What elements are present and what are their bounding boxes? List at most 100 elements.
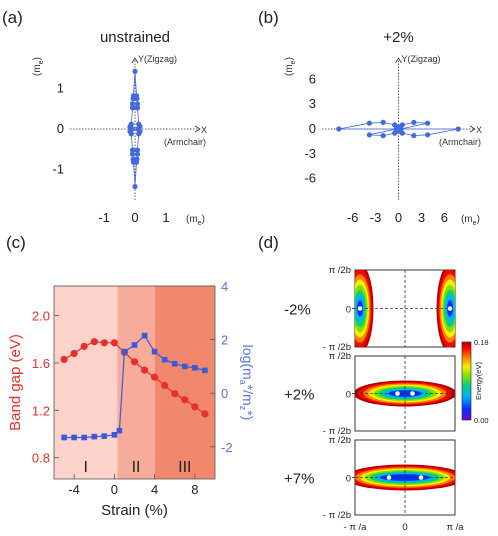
- region-label: III: [178, 459, 191, 476]
- k-y-tick-label: π /2b: [329, 351, 351, 362]
- data-point: [136, 131, 142, 137]
- data-point: [134, 101, 141, 107]
- band-gap-point: [110, 339, 118, 347]
- strain-label: +2%: [284, 387, 314, 404]
- mass-ratio-point: [116, 427, 123, 434]
- valley-point: [418, 475, 424, 480]
- band-gap-point: [191, 403, 199, 411]
- y-left-tick-label: 2.0: [32, 309, 50, 324]
- y-right-tick-label: 2: [221, 333, 228, 348]
- y-left-tick-label: 1.6: [32, 356, 50, 371]
- y-axis-label: Y(Zigzag): [402, 54, 441, 64]
- k-x-tick-label: 0: [402, 522, 407, 533]
- y-unit-label: (me): [284, 57, 297, 76]
- k-y-tick-label: π /2b: [329, 435, 351, 446]
- y-unit-label: (me): [32, 57, 45, 76]
- region-label: I: [83, 459, 87, 476]
- y-left-tick-label: 1.2: [32, 403, 50, 418]
- band-gap-point: [60, 355, 68, 363]
- colorbar-tick-label: 0.18: [474, 338, 489, 347]
- y-tick-label: -3: [304, 146, 316, 161]
- k-x-tick-label: - π /a: [344, 522, 368, 533]
- y-tick-label: 6: [309, 71, 316, 86]
- x-axis-label: X: [476, 125, 482, 135]
- mass-ratio-point: [81, 434, 87, 441]
- data-point: [134, 96, 140, 102]
- data-point: [380, 133, 386, 139]
- strain-region-1: [54, 286, 118, 479]
- data-point: [134, 105, 141, 111]
- x-tick-label: -4: [68, 482, 80, 497]
- data-point: [133, 159, 140, 165]
- band-gap-point: [201, 410, 209, 418]
- colorbar: [461, 341, 472, 421]
- k-x-tick-label: π /a: [446, 522, 464, 533]
- x-tick-label: 8: [191, 482, 198, 497]
- y-axis-label: Y(Zigzag): [138, 54, 177, 64]
- x-axis-title: Strain (%): [101, 502, 168, 519]
- k-y-tick-label: 0: [346, 305, 351, 316]
- x-unit-label: (me): [186, 214, 205, 227]
- mass-ratio-point: [151, 348, 158, 355]
- data-point: [134, 147, 141, 153]
- data-point: [455, 126, 461, 132]
- k-y-tick-label: 0: [346, 474, 351, 485]
- data-point: [129, 147, 136, 153]
- band-gap-point: [151, 373, 159, 381]
- x-axis-sublabel: (Armchair): [164, 137, 206, 147]
- data-point: [336, 126, 342, 132]
- data-point: [366, 120, 372, 126]
- strain-region-2: [117, 286, 155, 479]
- data-point: [395, 124, 402, 130]
- x-unit-label: (me): [461, 214, 480, 227]
- valley-point: [386, 475, 392, 480]
- data-point: [134, 151, 141, 157]
- y-tick-label: 3: [309, 96, 316, 111]
- region-label: II: [132, 459, 141, 476]
- y-tick-label: 0: [309, 121, 316, 136]
- data-point: [366, 132, 372, 138]
- x-tick-label: 3: [418, 210, 425, 225]
- panel-d: (d) -2% π /2b 0 - π /2b +2% π /2b 0 - π /2b +7% π …: [258, 233, 489, 533]
- mass-ratio-point: [131, 342, 138, 348]
- data-point: [411, 133, 417, 139]
- colorbar-tick-label: 0.00: [474, 416, 489, 425]
- data-point: [129, 101, 136, 107]
- k-y-tick-label: - π /2b: [323, 510, 351, 521]
- y-right-tick-label: 0: [221, 386, 228, 401]
- band-gap-point: [70, 349, 78, 358]
- x-tick-label: 6: [441, 210, 448, 225]
- y-tick-label: -1: [52, 162, 64, 177]
- mass-ratio-point: [141, 332, 148, 339]
- data-point: [128, 131, 134, 137]
- band-gap-point: [80, 342, 88, 350]
- x-axis-arrow: [469, 125, 476, 133]
- y-axis-arrow: [395, 57, 402, 64]
- strain-label: +7%: [284, 471, 314, 488]
- valley-point: [410, 391, 415, 396]
- y-tick-label: -6: [304, 171, 316, 186]
- y-right-tick-label: -2: [221, 440, 233, 455]
- x-axis-label: X: [201, 125, 207, 135]
- mass-ratio-point: [171, 360, 178, 367]
- k-y-tick-label: π /2b: [329, 265, 351, 276]
- band-gap-point: [161, 381, 169, 390]
- x-tick-label: -1: [98, 210, 110, 225]
- panel-b: (b) +2% Y(Zigzag) X (Armchair) (me) (me) -6 -3 0 3…: [258, 8, 482, 227]
- mass-ratio-point: [91, 433, 98, 440]
- x-tick-label: 1: [162, 210, 169, 225]
- panel-letter: (a): [2, 8, 23, 27]
- x-axis-arrow: [194, 125, 201, 133]
- y-tick-label: 0: [57, 121, 64, 136]
- panel-letter: (c): [6, 233, 26, 252]
- panel-title: +2%: [383, 29, 413, 46]
- y-tick-label: 1: [57, 80, 64, 95]
- mass-ratio-point: [192, 365, 198, 371]
- x-tick-label: 0: [395, 210, 402, 225]
- panel-a: (a) unstrained Y(Zigzag) X (Armchair) (me) (me…: [2, 8, 207, 227]
- y-left-axis-title: Band gap (eV): [7, 334, 24, 431]
- data-point: [425, 120, 431, 126]
- mass-ratio-point: [71, 434, 77, 441]
- y-right-axis-title: log(ma*/mz*): [238, 345, 256, 421]
- panel-title: unstrained: [100, 29, 170, 46]
